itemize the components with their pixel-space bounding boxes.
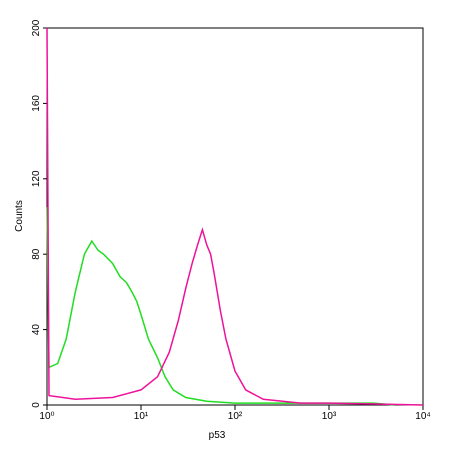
y-axis-label: Counts (14, 200, 25, 232)
x-tick-label: 10⁰ (39, 411, 54, 422)
y-tick-label: 0 (31, 402, 42, 408)
y-tick-label: 40 (31, 324, 42, 336)
y-tick-label: 160 (31, 95, 42, 112)
y-tick-label: 120 (31, 170, 42, 187)
histogram-line (46, 27, 424, 406)
x-tick-label: 10⁴ (415, 411, 430, 422)
x-tick-label: 10³ (322, 411, 337, 422)
histogram-line (46, 207, 395, 406)
plot-frame (46, 27, 424, 406)
x-tick-label: 10¹ (134, 411, 149, 422)
x-axis-label: p53 (209, 430, 226, 441)
y-tick-label: 200 (31, 19, 42, 36)
y-tick-label: 80 (31, 248, 42, 260)
x-tick-label: 10² (228, 411, 243, 422)
